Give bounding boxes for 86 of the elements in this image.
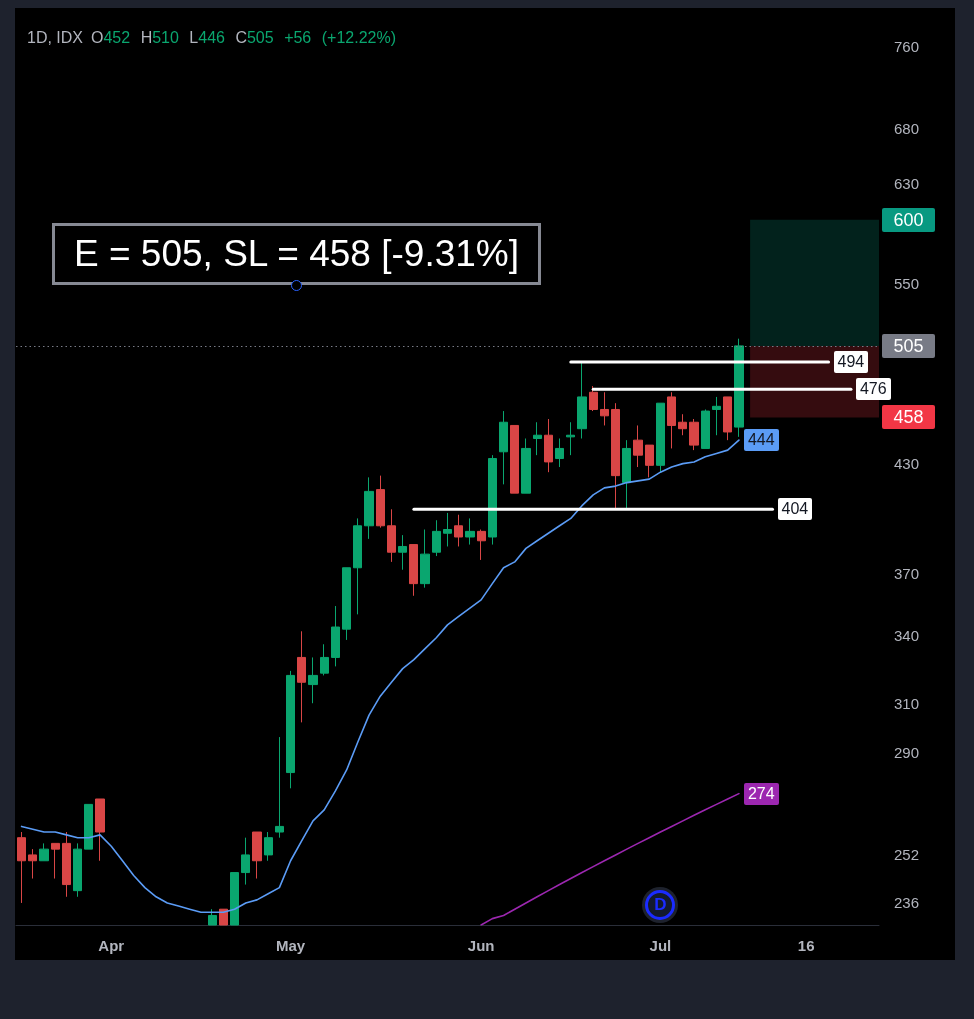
- y-tick-label: 252: [894, 846, 920, 864]
- candlestick: [409, 544, 418, 597]
- candlestick: [376, 475, 385, 529]
- candlestick: [208, 908, 217, 926]
- data-label: 404: [777, 498, 813, 521]
- candlestick: [611, 402, 620, 510]
- annotation: E = 505, SL = 458 [-9.31%]: [74, 232, 519, 276]
- band-label: 600: [882, 207, 935, 232]
- candlestick: [84, 803, 93, 850]
- candlestick: [499, 410, 508, 485]
- band-label: 458: [882, 405, 935, 430]
- candlestick: [252, 831, 262, 880]
- candlestick: [331, 605, 340, 667]
- x-tick-label: Jun: [467, 937, 495, 954]
- candlestick: [387, 508, 396, 563]
- candlestick: [477, 529, 486, 561]
- data-label: 274: [743, 782, 779, 805]
- candlestick: [521, 438, 531, 494]
- candlestick: [28, 848, 37, 880]
- candlestick: [465, 517, 475, 546]
- candlestick: [219, 908, 228, 926]
- candlestick: [443, 512, 452, 547]
- line-series: [20, 439, 740, 914]
- candlestick: [510, 424, 519, 494]
- candlestick: [566, 421, 575, 456]
- text: 1D, IDX: [27, 29, 84, 47]
- candlestick: [533, 421, 542, 456]
- candlestick: [342, 567, 351, 641]
- letter-circle-icon: D: [645, 890, 676, 920]
- x-tick-label: Jul: [649, 937, 672, 954]
- candlestick: [95, 798, 105, 862]
- candlestick: [398, 534, 407, 571]
- candlestick: [622, 439, 631, 510]
- candlestick: [589, 385, 598, 412]
- y-tick-label: 340: [894, 627, 920, 645]
- y-tick-label: 630: [894, 175, 920, 193]
- candlestick: [488, 454, 497, 546]
- candlestick: [600, 391, 609, 426]
- candlestick: [275, 736, 284, 839]
- data-label: 476: [855, 378, 891, 401]
- candlestick: [241, 837, 250, 886]
- candlestick: [39, 842, 49, 862]
- candlestick: [51, 842, 60, 880]
- data-label: 444: [743, 429, 779, 452]
- y-tick-label: 310: [894, 694, 920, 712]
- x-tick-label: Apr: [98, 937, 125, 954]
- candlestick: [353, 517, 362, 615]
- candlestick: [432, 519, 441, 557]
- candlestick: [689, 418, 699, 451]
- candlestick: [320, 643, 329, 676]
- candlestick: [678, 413, 687, 436]
- y-tick-label: 370: [894, 565, 920, 583]
- y-tick-label: 236: [894, 894, 920, 912]
- candlestick: [17, 831, 26, 904]
- candlestick: [712, 396, 721, 436]
- candlestick: [656, 402, 665, 473]
- candlestick: [555, 438, 564, 468]
- candlestick: [420, 529, 430, 589]
- y-tick-label: 430: [894, 455, 920, 473]
- candlestick: [286, 670, 295, 789]
- candlestick: [723, 396, 732, 441]
- x-tick-label: May: [276, 937, 306, 954]
- candlestick: [667, 391, 676, 449]
- candlestick: [364, 476, 374, 540]
- ref-line-label: 505: [882, 333, 935, 358]
- x-tick-label: 16: [797, 937, 815, 954]
- candlestick: [297, 630, 306, 723]
- data-label: 494: [833, 351, 869, 373]
- candlestick: [701, 408, 710, 449]
- candlestick: [577, 361, 587, 440]
- candlestick: [62, 831, 71, 898]
- candlestick: [230, 872, 239, 926]
- y-tick-label: 760: [894, 38, 920, 56]
- candlestick: [308, 656, 318, 704]
- candlestick: [734, 338, 744, 438]
- candlestick: [73, 842, 82, 898]
- line-series: [480, 792, 740, 926]
- candlestick: [264, 831, 273, 862]
- y-tick-label: 550: [894, 274, 920, 292]
- candlestick: [544, 418, 553, 473]
- candlestick: [633, 424, 643, 468]
- y-tick-label: 290: [894, 743, 920, 761]
- y-tick-label: 680: [894, 119, 920, 137]
- candlestick: [645, 444, 654, 478]
- text: O452 H510 L446 C505 +56 (+12.22%): [91, 29, 396, 46]
- candlestick: [454, 514, 463, 547]
